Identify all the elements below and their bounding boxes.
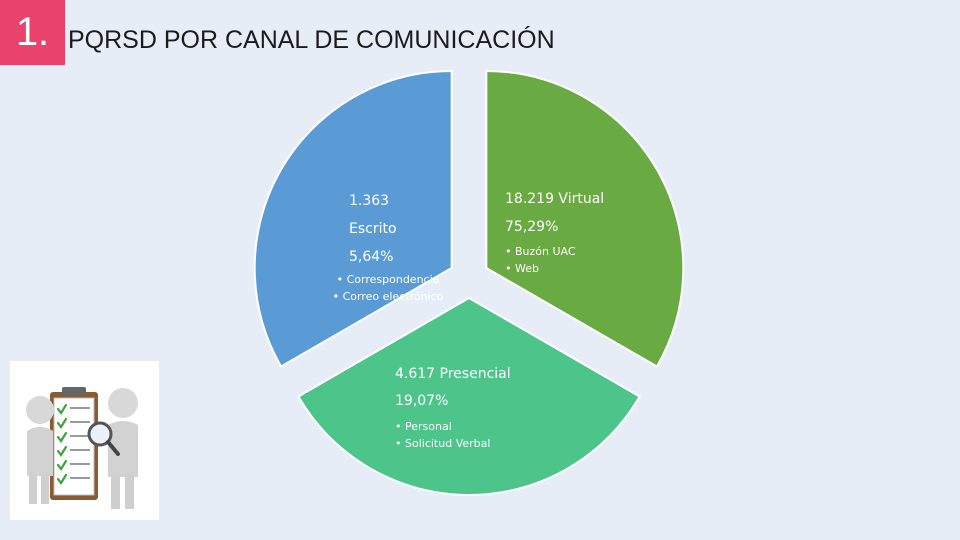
slice-label-escrito: 1.363 Escrito 5,64%: [349, 194, 397, 264]
slice-virtual-percent: 75,29%: [505, 219, 559, 235]
bullet-item: • Personal: [395, 420, 452, 433]
pie-slice-presencial: [297, 296, 641, 496]
pie-slice-virtual: [253, 69, 453, 368]
bullet-text: Buzón UAC: [515, 245, 576, 258]
bullet-item: • Correspondencia: [336, 273, 440, 286]
slice-escrito-bullets: • Correspondencia • Correo electrónico: [313, 271, 463, 305]
page-title: PQRSD POR CANAL DE COMUNICACIÓN: [68, 26, 555, 54]
slice-presencial-bullets: • Personal • Solicitud Verbal: [395, 418, 490, 452]
slice-virtual-bullets: • Buzón UAC • Web: [505, 243, 576, 277]
slice-label-presencial: 4.617 Presencial 19,07%: [395, 367, 511, 408]
bullet-text: Web: [515, 262, 539, 275]
slice-escrito-name: Escrito: [349, 221, 397, 237]
bullet-item: • Solicitud Verbal: [395, 437, 491, 450]
slice-escrito-percent: 5,64%: [349, 249, 394, 265]
bullet-text: Correspondencia: [346, 273, 440, 286]
slice-virtual-count: 18.219 Virtual: [505, 191, 605, 207]
clipboard-checklist-magnifier-icon: [10, 361, 159, 520]
slice-escrito-count: 1.363: [349, 193, 390, 209]
bullet-item: • Correo electrónico: [332, 290, 444, 303]
bullet-item: • Buzón UAC: [505, 245, 576, 258]
section-number-badge: 1.: [0, 0, 65, 65]
slice-label-virtual: 18.219 Virtual 75,29%: [505, 192, 604, 234]
slice-presencial-percent: 19,07%: [395, 393, 449, 409]
bullet-text: Personal: [405, 420, 452, 433]
slice-presencial-count: 4.617 Presencial: [395, 366, 511, 382]
pie-slice-escrito: [485, 69, 685, 368]
bullet-item: • Web: [505, 262, 539, 275]
bullet-text: Correo electrónico: [342, 290, 444, 303]
bullet-text: Solicitud Verbal: [405, 437, 491, 450]
